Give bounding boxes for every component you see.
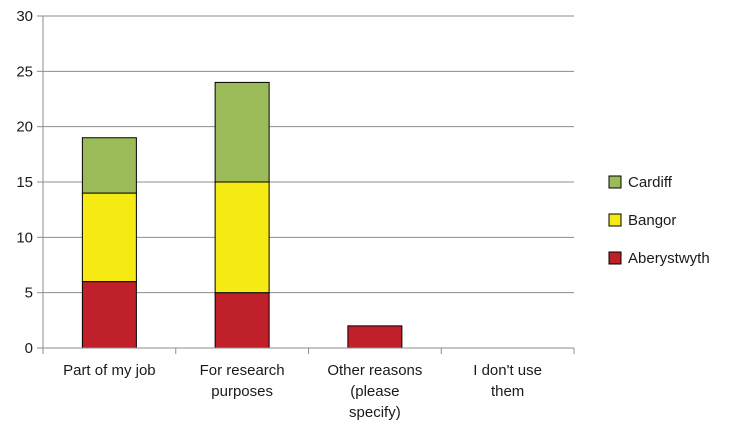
y-tick-label: 5 (25, 285, 33, 302)
bar-segment-aberystwyth (214, 292, 270, 349)
x-category-label: Part of my job (63, 362, 156, 379)
x-axis-labels: Part of my job For research purposes Other … (63, 362, 542, 421)
legend-label-aberystwyth: Aberystwyth (628, 250, 710, 267)
x-category-label: For research purposes (200, 362, 285, 400)
bar-segment-bangor (81, 192, 137, 283)
y-tick-label: 30 (16, 8, 33, 25)
y-axis-ticks: 0 5 10 15 20 25 30 (16, 8, 43, 357)
x-category-label: Other reasons (please specify) (327, 362, 422, 421)
legend: Cardiff Bangor Aberystwyth (608, 174, 710, 267)
legend-label-bangor: Bangor (628, 212, 676, 229)
y-tick-label: 25 (16, 63, 33, 80)
y-tick-label: 10 (16, 229, 33, 246)
y-tick-label: 20 (16, 119, 33, 136)
bar-segment-aberystwyth (347, 325, 403, 349)
legend-swatch-bangor (608, 213, 622, 227)
legend-swatch-cardiff (608, 175, 622, 189)
bar-segment-cardiff (81, 137, 137, 194)
bar-segment-bangor (214, 181, 270, 294)
bar-segment-aberystwyth (81, 281, 137, 349)
y-tick-label: 0 (25, 340, 33, 357)
bar-segment-cardiff (214, 81, 270, 183)
y-tick-label: 15 (16, 174, 33, 191)
x-category-label: I don't use them (473, 362, 542, 400)
legend-label-cardiff: Cardiff (628, 174, 673, 191)
bars (81, 81, 403, 349)
legend-swatch-aberystwyth (608, 251, 622, 265)
